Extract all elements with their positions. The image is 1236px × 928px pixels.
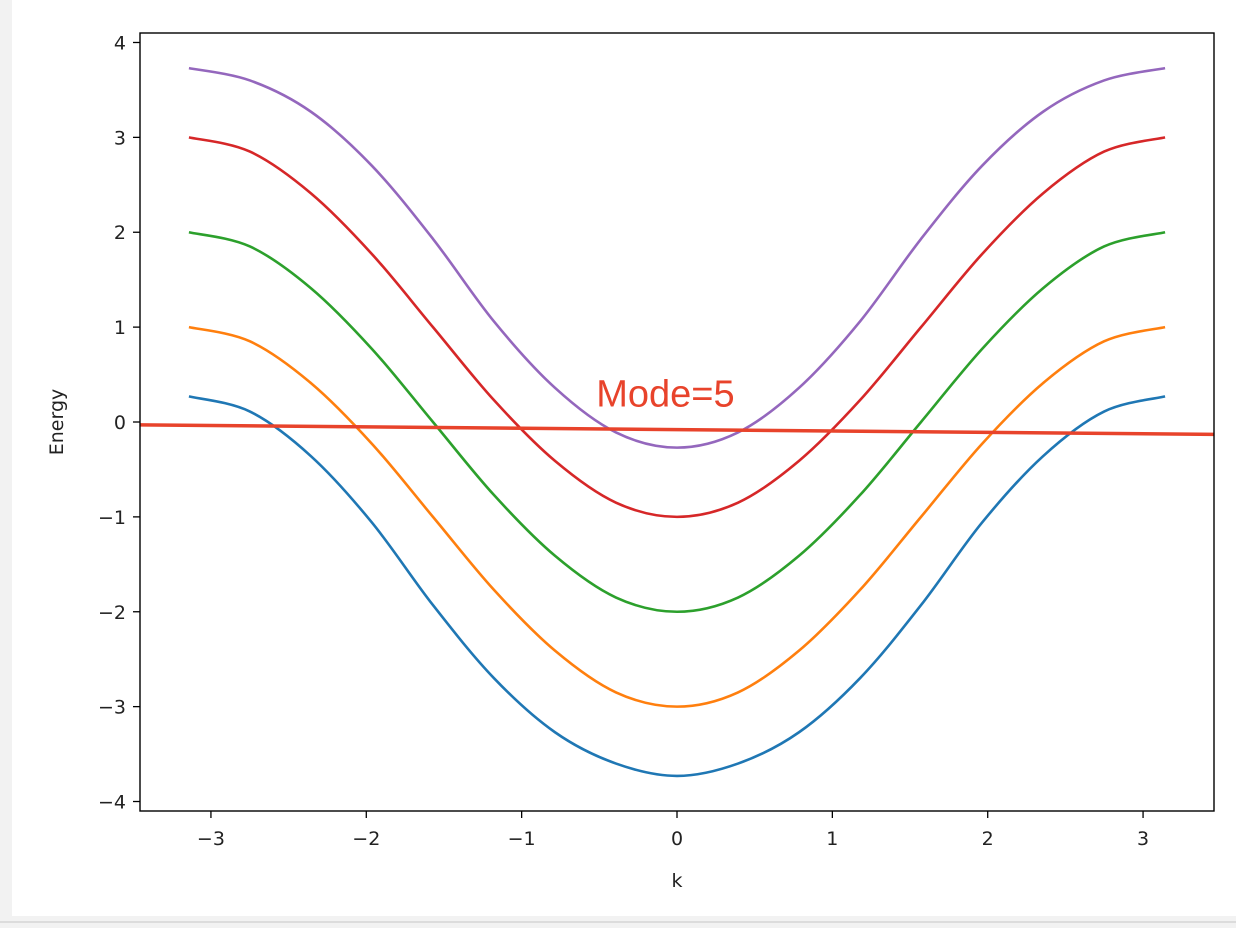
y-tick-label: 3 [114,127,126,149]
mode-annotation-label: Mode=5 [596,374,734,416]
x-tick-label: 3 [1137,828,1149,850]
x-tick-label: −3 [197,828,225,850]
y-tick-label: 1 [114,317,126,339]
x-axis-ticks: −3 −2 −1 0 1 2 3 [197,811,1149,850]
x-tick-label: 0 [671,828,683,850]
series-line-2 [188,325,1166,708]
y-tick-label: −1 [98,507,126,529]
series-line-3 [188,230,1166,614]
y-tick-label: 2 [114,222,126,244]
x-tick-label: 1 [826,828,838,850]
series-line-4 [188,136,1166,519]
x-axis-label: k [671,870,682,892]
x-tick-label: −2 [352,828,380,850]
y-tick-label: −4 [98,792,126,814]
y-tick-label: 4 [114,32,126,54]
annotation-group: Mode=5 [139,374,1215,437]
y-tick-label: 0 [114,412,126,434]
plot-area: Mode=5 [139,32,1215,812]
series-line-1 [188,395,1166,778]
y-axis-ticks: 4 3 2 1 0 −1 −2 −3 −4 [98,32,140,814]
y-axis-label: Energy [46,389,68,456]
series-line-5 [188,66,1166,449]
axes-background [140,33,1214,811]
y-tick-label: −2 [98,602,126,624]
x-tick-label: 2 [982,828,994,850]
x-tick-label: −1 [508,828,536,850]
mode-annotation-line [139,423,1215,437]
y-tick-label: −3 [98,697,126,719]
series-group [188,66,1166,778]
